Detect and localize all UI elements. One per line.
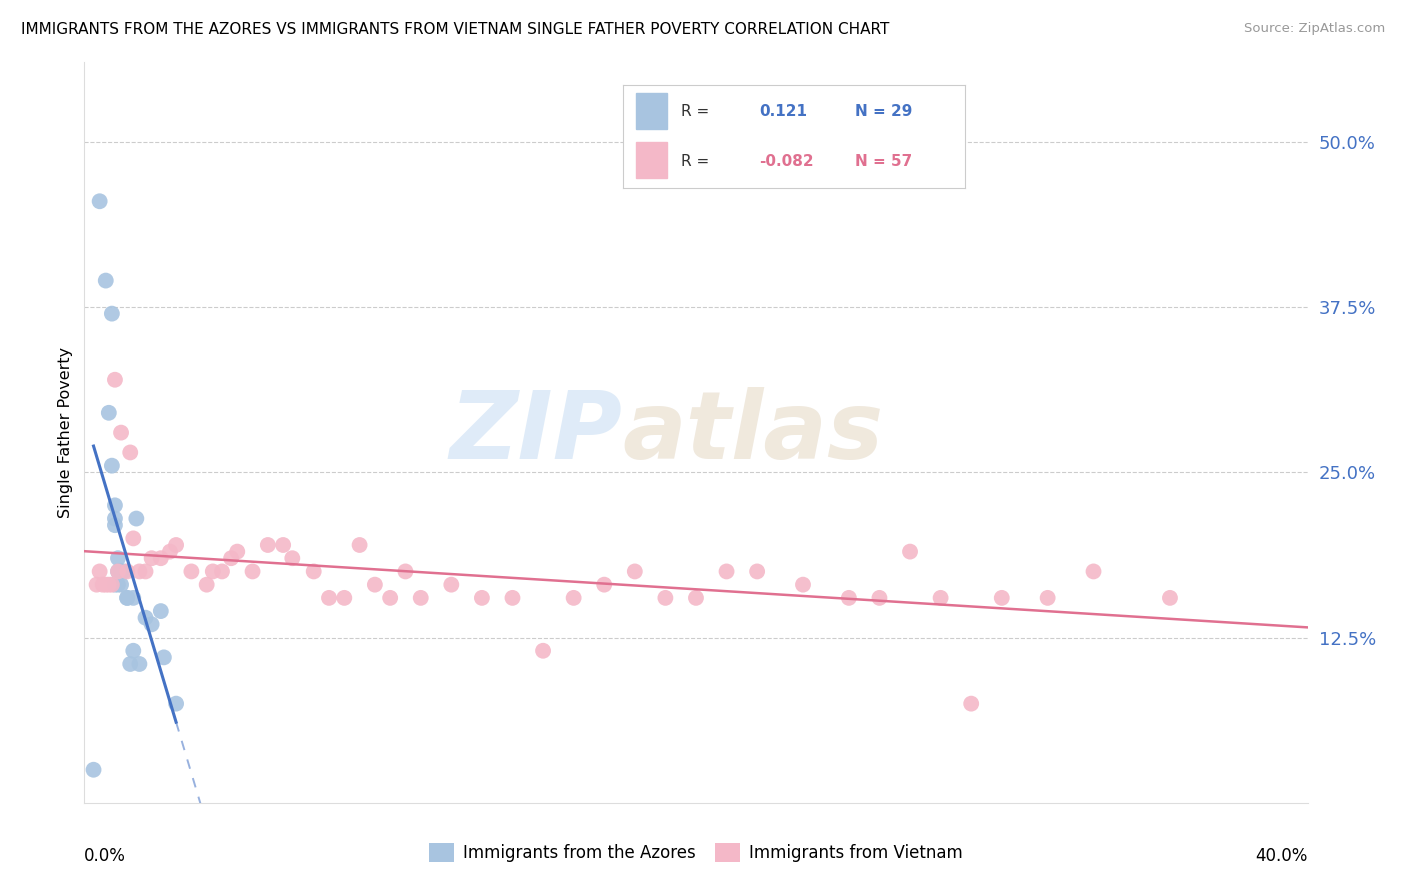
Point: [242, 565, 264, 579]
Point: [135, 610, 157, 624]
Point: [112, 565, 135, 579]
Point: [364, 577, 387, 591]
Text: atlas: atlas: [623, 386, 884, 479]
Point: [89, 194, 111, 209]
Point: [349, 538, 371, 552]
Point: [281, 551, 304, 566]
Text: ZIP: ZIP: [450, 386, 623, 479]
Point: [898, 544, 921, 558]
Point: [333, 591, 356, 605]
Point: [107, 565, 129, 579]
Point: [86, 577, 108, 591]
Point: [165, 538, 187, 552]
Point: [211, 565, 233, 579]
Point: [180, 565, 202, 579]
Point: [201, 565, 224, 579]
Point: [125, 511, 148, 525]
Point: [257, 538, 280, 552]
Point: [94, 274, 117, 288]
Point: [219, 551, 242, 566]
Point: [135, 565, 157, 579]
Point: [110, 565, 132, 579]
Point: [440, 577, 463, 591]
Point: [110, 425, 132, 440]
Point: [394, 565, 416, 579]
Point: [149, 604, 172, 618]
Point: [302, 565, 325, 579]
Point: [471, 591, 494, 605]
Point: [107, 577, 129, 591]
Point: [838, 591, 860, 605]
Point: [120, 657, 142, 671]
Point: [1036, 591, 1059, 605]
Point: [159, 544, 181, 558]
Point: [128, 657, 150, 671]
Point: [318, 591, 340, 605]
Point: [104, 499, 127, 513]
Point: [104, 511, 127, 525]
Text: 0.0%: 0.0%: [84, 847, 127, 865]
Point: [107, 565, 129, 579]
Point: [104, 577, 127, 591]
Point: [593, 577, 616, 591]
Point: [91, 577, 114, 591]
Point: [562, 591, 585, 605]
Point: [94, 577, 117, 591]
Point: [122, 532, 145, 546]
Point: [128, 565, 150, 579]
Point: [101, 458, 124, 473]
Point: [960, 697, 983, 711]
Point: [120, 445, 142, 459]
Point: [685, 591, 707, 605]
Legend: Immigrants from the Azores, Immigrants from Vietnam: Immigrants from the Azores, Immigrants f…: [423, 836, 969, 869]
Text: Source: ZipAtlas.com: Source: ZipAtlas.com: [1244, 22, 1385, 36]
Y-axis label: Single Father Poverty: Single Father Poverty: [58, 347, 73, 518]
Point: [502, 591, 524, 605]
Point: [89, 565, 111, 579]
Point: [747, 565, 769, 579]
Text: IMMIGRANTS FROM THE AZORES VS IMMIGRANTS FROM VIETNAM SINGLE FATHER POVERTY CORR: IMMIGRANTS FROM THE AZORES VS IMMIGRANTS…: [21, 22, 890, 37]
Point: [929, 591, 952, 605]
Point: [869, 591, 891, 605]
Point: [165, 697, 187, 711]
Point: [195, 577, 218, 591]
Point: [624, 565, 647, 579]
Point: [122, 644, 145, 658]
Point: [380, 591, 402, 605]
Point: [409, 591, 432, 605]
Point: [1159, 591, 1181, 605]
Point: [115, 591, 138, 605]
Point: [153, 650, 176, 665]
Point: [149, 551, 172, 566]
Point: [101, 577, 124, 591]
Point: [141, 617, 163, 632]
Point: [104, 373, 127, 387]
Point: [1083, 565, 1105, 579]
Point: [83, 763, 105, 777]
Point: [107, 551, 129, 566]
Point: [110, 565, 132, 579]
Point: [226, 544, 249, 558]
Point: [716, 565, 738, 579]
Point: [115, 565, 138, 579]
Point: [115, 591, 138, 605]
Text: 40.0%: 40.0%: [1256, 847, 1308, 865]
Point: [991, 591, 1014, 605]
Point: [654, 591, 676, 605]
Point: [122, 591, 145, 605]
Point: [531, 644, 554, 658]
Point: [97, 577, 120, 591]
Point: [271, 538, 294, 552]
Point: [101, 307, 124, 321]
Point: [792, 577, 814, 591]
Point: [97, 406, 120, 420]
Point: [141, 551, 163, 566]
Point: [110, 577, 132, 591]
Point: [104, 518, 127, 533]
